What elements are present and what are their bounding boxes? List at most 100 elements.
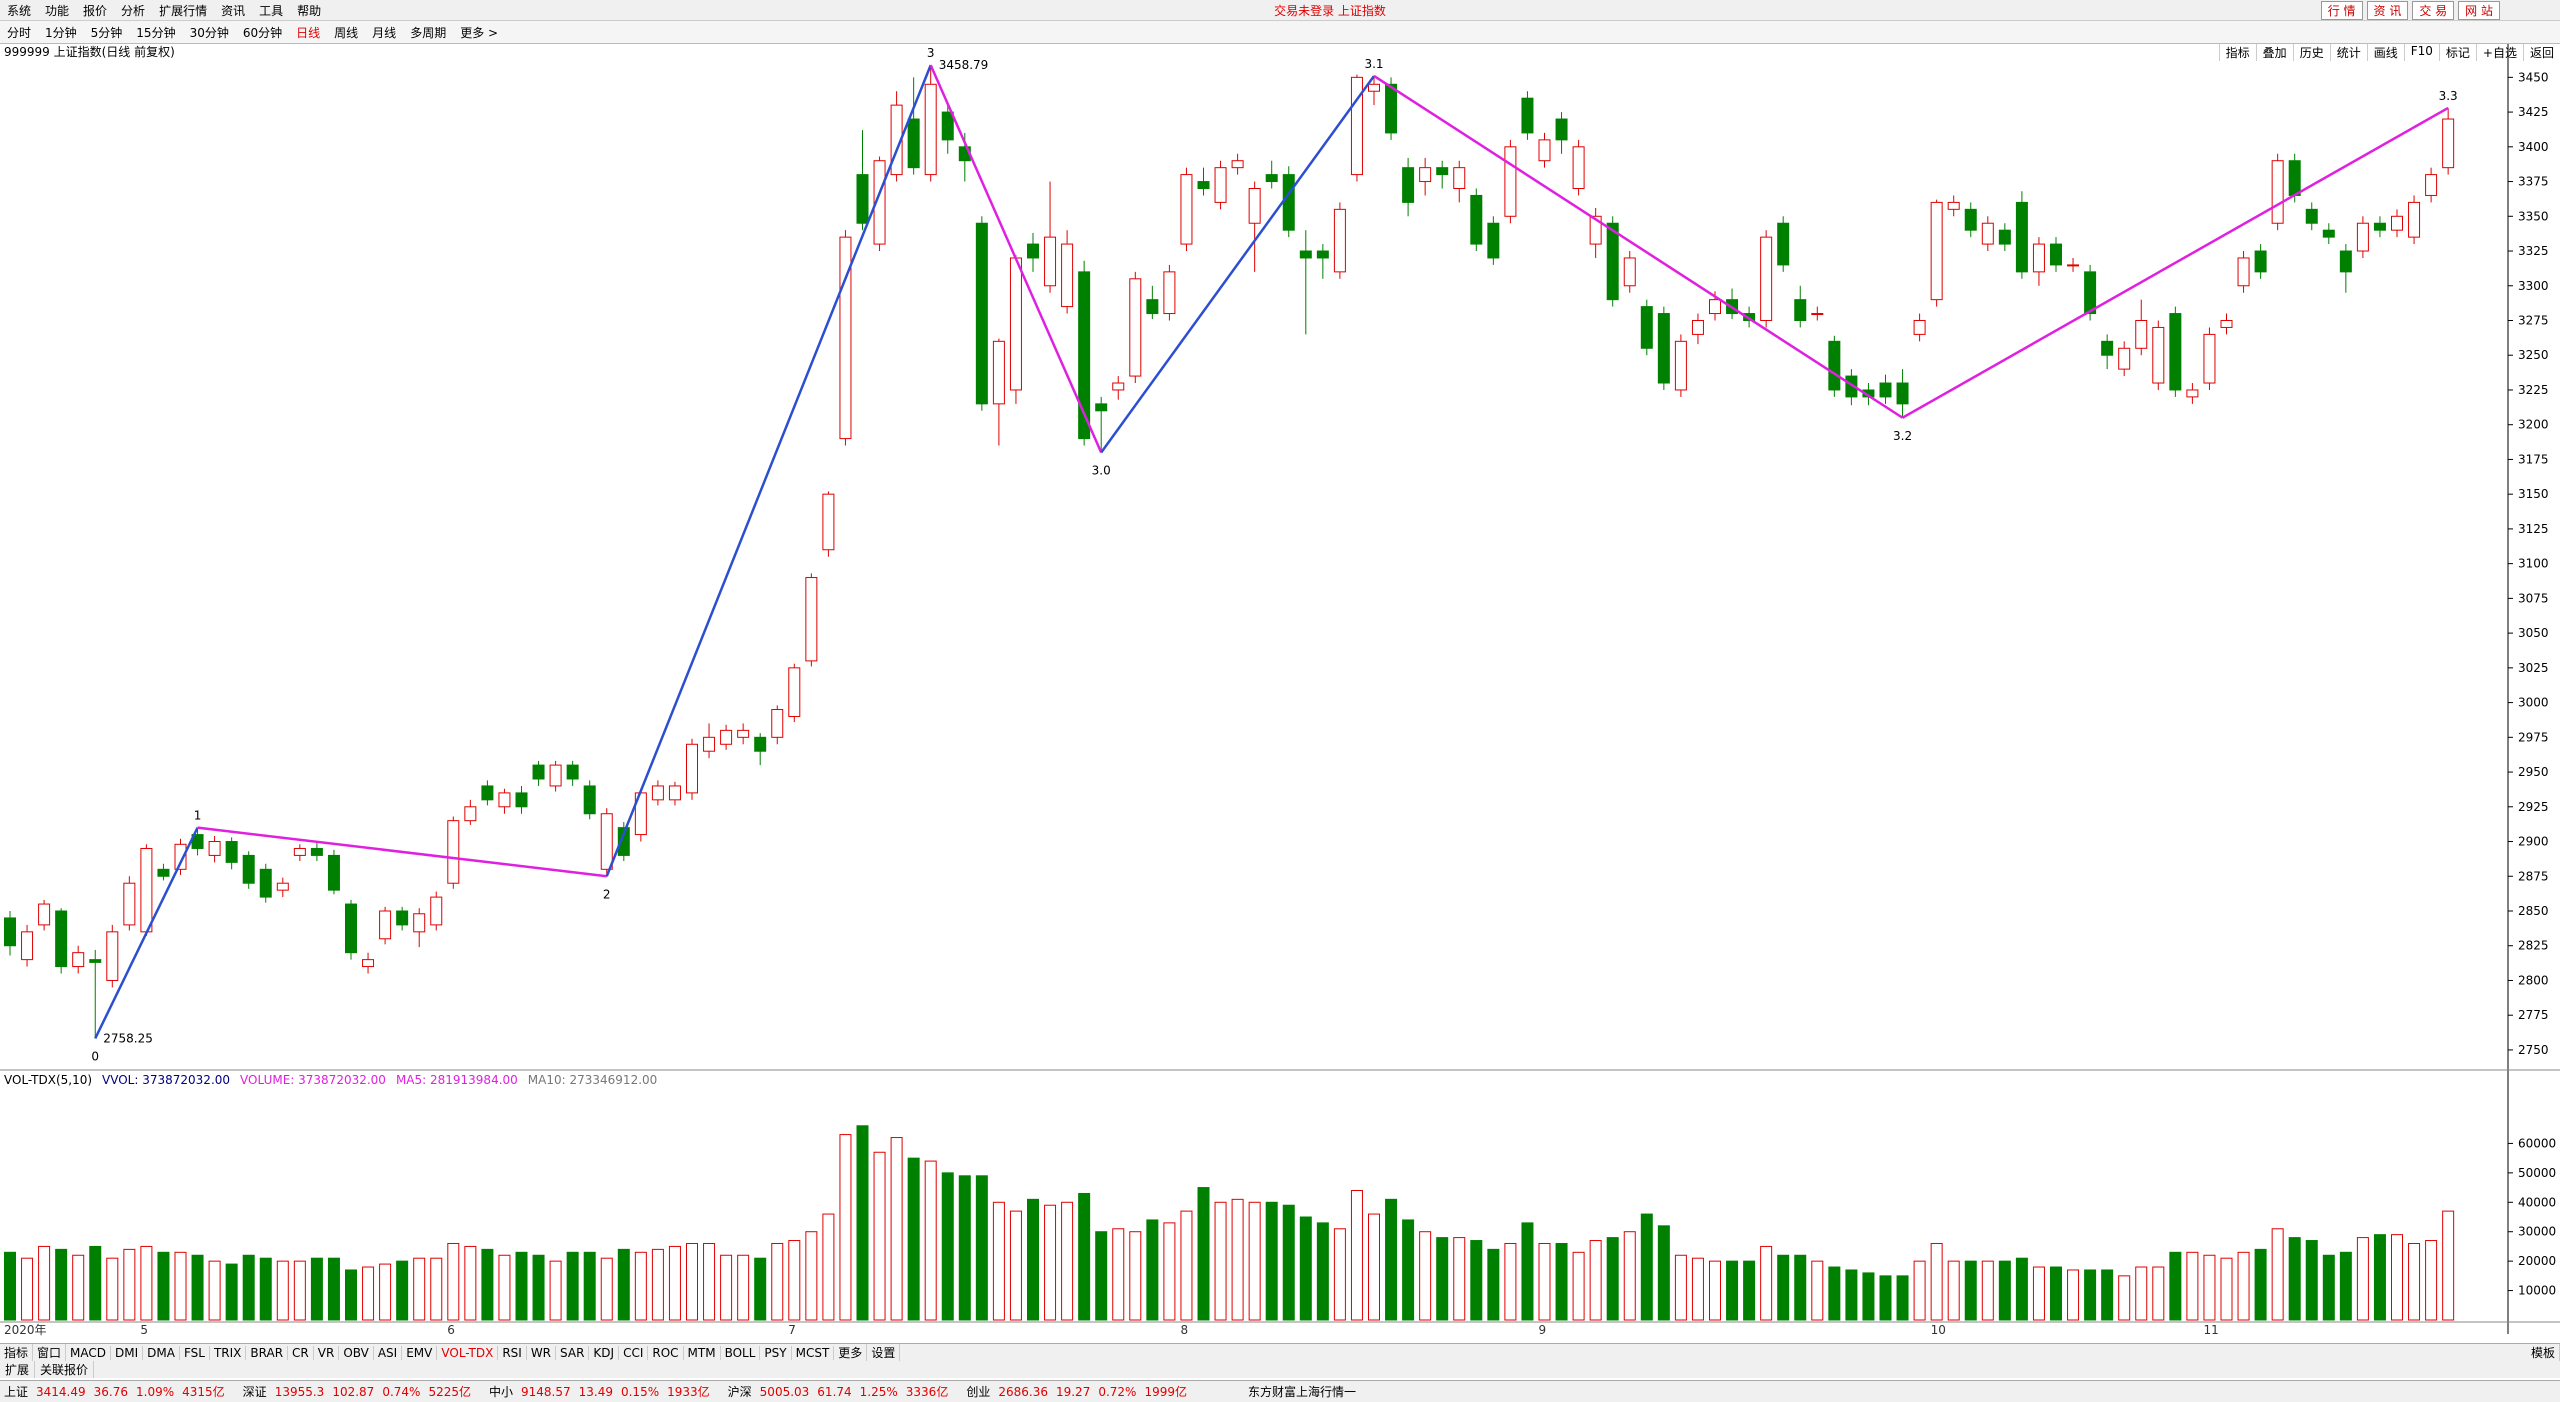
candle-body — [1350, 76, 1363, 176]
ext-tab[interactable]: 扩展 — [0, 1361, 36, 1378]
candle-body — [481, 785, 494, 801]
volume-bar — [38, 1245, 51, 1321]
tool-button[interactable]: 返回 — [2522, 44, 2560, 61]
indicator-tab[interactable]: TRIX — [210, 1345, 247, 1360]
candle-body — [1129, 278, 1142, 377]
indicator-tab[interactable]: 设置 — [867, 1344, 901, 1361]
candle-body — [1504, 146, 1517, 217]
period-tab[interactable]: 日线 — [296, 25, 321, 40]
candle-body — [992, 340, 1005, 405]
indicator-tab[interactable]: VOL-TDX — [437, 1345, 499, 1360]
menu-item[interactable]: 功能 — [45, 3, 70, 18]
candle-body — [2425, 174, 2438, 196]
volume-bar — [1487, 1248, 1500, 1321]
volume-bar — [464, 1245, 477, 1321]
volume-bar — [174, 1251, 187, 1321]
indicator-tab[interactable]: ASI — [374, 1345, 403, 1360]
indicator-tab[interactable]: CCI — [619, 1345, 649, 1360]
volume-bar — [1845, 1269, 1858, 1321]
volume-bar — [1964, 1260, 1977, 1321]
template-button[interactable]: 模板 — [2527, 1344, 2560, 1361]
indicator-tab[interactable]: MCST — [792, 1345, 835, 1360]
indicator-tab[interactable]: CR — [288, 1345, 314, 1360]
menu-item[interactable]: 工具 — [259, 3, 284, 18]
period-tab[interactable]: 多周期 — [410, 25, 447, 40]
volume-bar — [1231, 1198, 1244, 1321]
y-tick-label: 3150 — [2518, 487, 2549, 501]
y-tick-label: 2825 — [2518, 939, 2549, 953]
period-tab[interactable]: 60分钟 — [242, 25, 283, 40]
menu-item[interactable]: 报价 — [83, 3, 108, 18]
v-tick-label: 10000 — [2518, 1284, 2556, 1298]
period-tab[interactable]: 30分钟 — [189, 25, 229, 40]
indicator-tab[interactable]: DMI — [111, 1345, 144, 1360]
indicator-tab[interactable]: OBV — [339, 1345, 374, 1360]
top-button[interactable]: 交 易 — [2412, 1, 2455, 20]
tool-button[interactable]: 统计 — [2329, 44, 2367, 61]
status-item: 0.15% — [620, 1384, 660, 1399]
period-tab[interactable]: 周线 — [334, 25, 359, 40]
period-tab[interactable]: 分时 — [7, 25, 32, 40]
period-tab[interactable]: 更多 > — [460, 25, 499, 40]
indicator-tab[interactable]: BRAR — [246, 1345, 289, 1360]
period-tab[interactable]: 月线 — [372, 25, 397, 40]
indicator-tab[interactable]: BOLL — [721, 1345, 761, 1360]
indicator-tab[interactable]: FSL — [180, 1345, 210, 1360]
volume-bar — [1572, 1251, 1585, 1321]
indicator-tab[interactable]: WR — [527, 1345, 557, 1360]
tool-button[interactable]: 指标 — [2218, 44, 2256, 61]
period-tab[interactable]: 5分钟 — [90, 25, 123, 40]
status-item: 2686.36 — [998, 1384, 1048, 1399]
indicator-tabs: 指标 窗口 MACD DMI DMA FSL TRIX BRAR CR VR OBV ASI EMV VO… — [0, 1343, 2560, 1361]
indicator-tab[interactable]: EMV — [402, 1345, 438, 1360]
top-button[interactable]: 资 讯 — [2366, 1, 2409, 20]
indicator-tab[interactable]: PSY — [760, 1345, 792, 1360]
volume-bar — [686, 1242, 698, 1321]
candle-body — [1777, 222, 1790, 266]
menu-item[interactable]: 分析 — [121, 3, 146, 18]
indicator-tab[interactable]: 窗口 — [33, 1344, 67, 1361]
indicator-tab[interactable]: DMA — [143, 1345, 180, 1360]
period-tab[interactable]: 1分钟 — [45, 25, 77, 40]
volume-bar — [1657, 1225, 1670, 1321]
top-button[interactable]: 网 站 — [2458, 1, 2500, 20]
indicator-tab[interactable]: ROC — [648, 1345, 684, 1360]
volume-bar — [1248, 1201, 1261, 1321]
y-tick-label: 2900 — [2518, 835, 2549, 849]
x-tick-label: 8 — [1180, 1323, 1188, 1337]
volume-bar — [1402, 1219, 1415, 1321]
volume-bar — [140, 1245, 153, 1321]
top-button[interactable]: 行 情 — [2320, 1, 2363, 20]
indicator-tab[interactable]: 指标 — [0, 1344, 34, 1361]
volume-bar — [1265, 1201, 1278, 1321]
volume-bar — [2101, 1269, 2114, 1321]
candle-body — [737, 729, 750, 738]
ext-tab[interactable]: 关联报价 — [35, 1361, 95, 1378]
x-tick-label: 6 — [447, 1323, 455, 1337]
indicator-tab[interactable]: MTM — [684, 1345, 721, 1360]
tool-button[interactable]: 画线 — [2366, 44, 2404, 61]
tool-button[interactable]: 标记 — [2438, 44, 2476, 61]
volume-bar — [1760, 1245, 1773, 1321]
tool-button[interactable]: 叠加 — [2255, 44, 2293, 61]
menu-item[interactable]: 系统 — [7, 3, 32, 18]
candle-body — [1623, 257, 1636, 287]
indicator-tab[interactable]: SAR — [556, 1345, 590, 1360]
y-tick-label: 3175 — [2518, 452, 2549, 466]
menu-item[interactable]: 资讯 — [221, 3, 246, 18]
volume-bar — [839, 1134, 852, 1321]
y-tick-label: 2850 — [2518, 904, 2549, 918]
menu-item[interactable]: 帮助 — [297, 3, 322, 18]
indicator-tab[interactable]: MACD — [66, 1345, 112, 1360]
indicator-tab[interactable]: RSI — [498, 1345, 527, 1360]
period-tab[interactable]: 15分钟 — [136, 25, 176, 40]
candle-body — [2288, 160, 2301, 196]
menu-item[interactable]: 扩展行情 — [159, 3, 208, 18]
indicator-tab[interactable]: VR — [314, 1345, 340, 1360]
indicator-tab[interactable]: KDJ — [589, 1345, 620, 1360]
indicator-tab[interactable]: 更多 — [834, 1344, 868, 1361]
tool-button[interactable]: 历史 — [2292, 44, 2330, 61]
candle-body — [1061, 243, 1074, 308]
candle-body — [327, 854, 340, 891]
tool-button[interactable]: F10 — [2403, 44, 2439, 61]
